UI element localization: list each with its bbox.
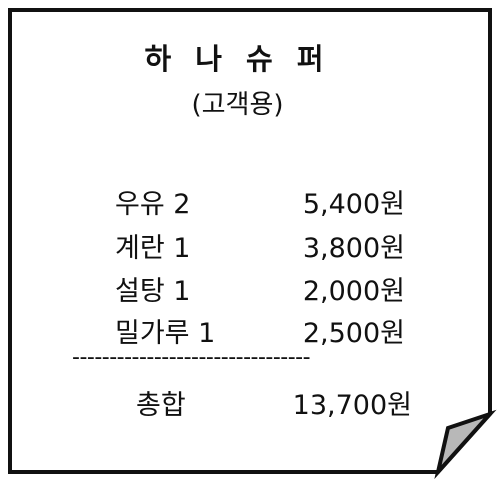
- item-price: 5,400원: [302, 189, 405, 220]
- item-price: 2,500원: [302, 318, 405, 349]
- receipt-divider: --------------------------------: [72, 345, 311, 370]
- item-name: 밀가루 1: [115, 318, 216, 349]
- receipt-item-row: 계란 1 3,800원: [115, 226, 405, 266]
- item-name: 설탕 1: [115, 276, 191, 307]
- total-label: 총합: [136, 390, 186, 421]
- page-curl-icon: [434, 409, 497, 480]
- receipt-item-row: 설탕 1 2,000원: [115, 269, 405, 309]
- receipt-item-row: 밀가루 1 2,500원: [115, 311, 405, 351]
- receipt-type-label: (고객용): [191, 90, 284, 120]
- total-value: 13,700원: [292, 390, 412, 421]
- store-name: 하 나 슈 퍼: [144, 42, 331, 76]
- item-price: 3,800원: [302, 233, 405, 264]
- item-name: 계란 1: [115, 233, 191, 264]
- item-price: 2,000원: [302, 276, 405, 307]
- receipt-item-row: 우유 2 5,400원: [115, 182, 405, 222]
- item-name: 우유 2: [115, 189, 191, 220]
